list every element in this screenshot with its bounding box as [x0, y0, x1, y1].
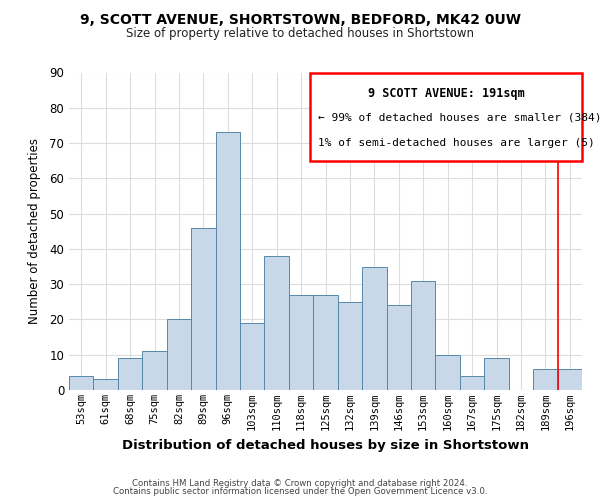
Bar: [215, 132, 240, 390]
X-axis label: Distribution of detached houses by size in Shortstown: Distribution of detached houses by size …: [122, 438, 529, 452]
Bar: [142, 351, 167, 390]
Bar: [94, 380, 118, 390]
Bar: [386, 306, 411, 390]
Bar: [338, 302, 362, 390]
Bar: [69, 376, 94, 390]
Text: 9 SCOTT AVENUE: 191sqm: 9 SCOTT AVENUE: 191sqm: [368, 87, 524, 100]
Bar: [240, 323, 265, 390]
Text: Contains public sector information licensed under the Open Government Licence v3: Contains public sector information licen…: [113, 487, 487, 496]
Bar: [118, 358, 142, 390]
Text: ← 99% of detached houses are smaller (384): ← 99% of detached houses are smaller (38…: [318, 112, 600, 122]
Bar: [436, 354, 460, 390]
Text: 1% of semi-detached houses are larger (5) →: 1% of semi-detached houses are larger (5…: [318, 138, 600, 147]
Bar: [191, 228, 215, 390]
Bar: [362, 266, 386, 390]
Bar: [533, 369, 557, 390]
Text: Size of property relative to detached houses in Shortstown: Size of property relative to detached ho…: [126, 28, 474, 40]
Text: 9, SCOTT AVENUE, SHORTSTOWN, BEDFORD, MK42 0UW: 9, SCOTT AVENUE, SHORTSTOWN, BEDFORD, MK…: [79, 12, 521, 26]
Bar: [289, 294, 313, 390]
Bar: [411, 280, 436, 390]
Bar: [167, 320, 191, 390]
Bar: [557, 369, 582, 390]
Bar: [484, 358, 509, 390]
Y-axis label: Number of detached properties: Number of detached properties: [28, 138, 41, 324]
Bar: [460, 376, 484, 390]
Bar: [313, 294, 338, 390]
Text: Contains HM Land Registry data © Crown copyright and database right 2024.: Contains HM Land Registry data © Crown c…: [132, 478, 468, 488]
Bar: [265, 256, 289, 390]
FancyBboxPatch shape: [310, 72, 582, 162]
